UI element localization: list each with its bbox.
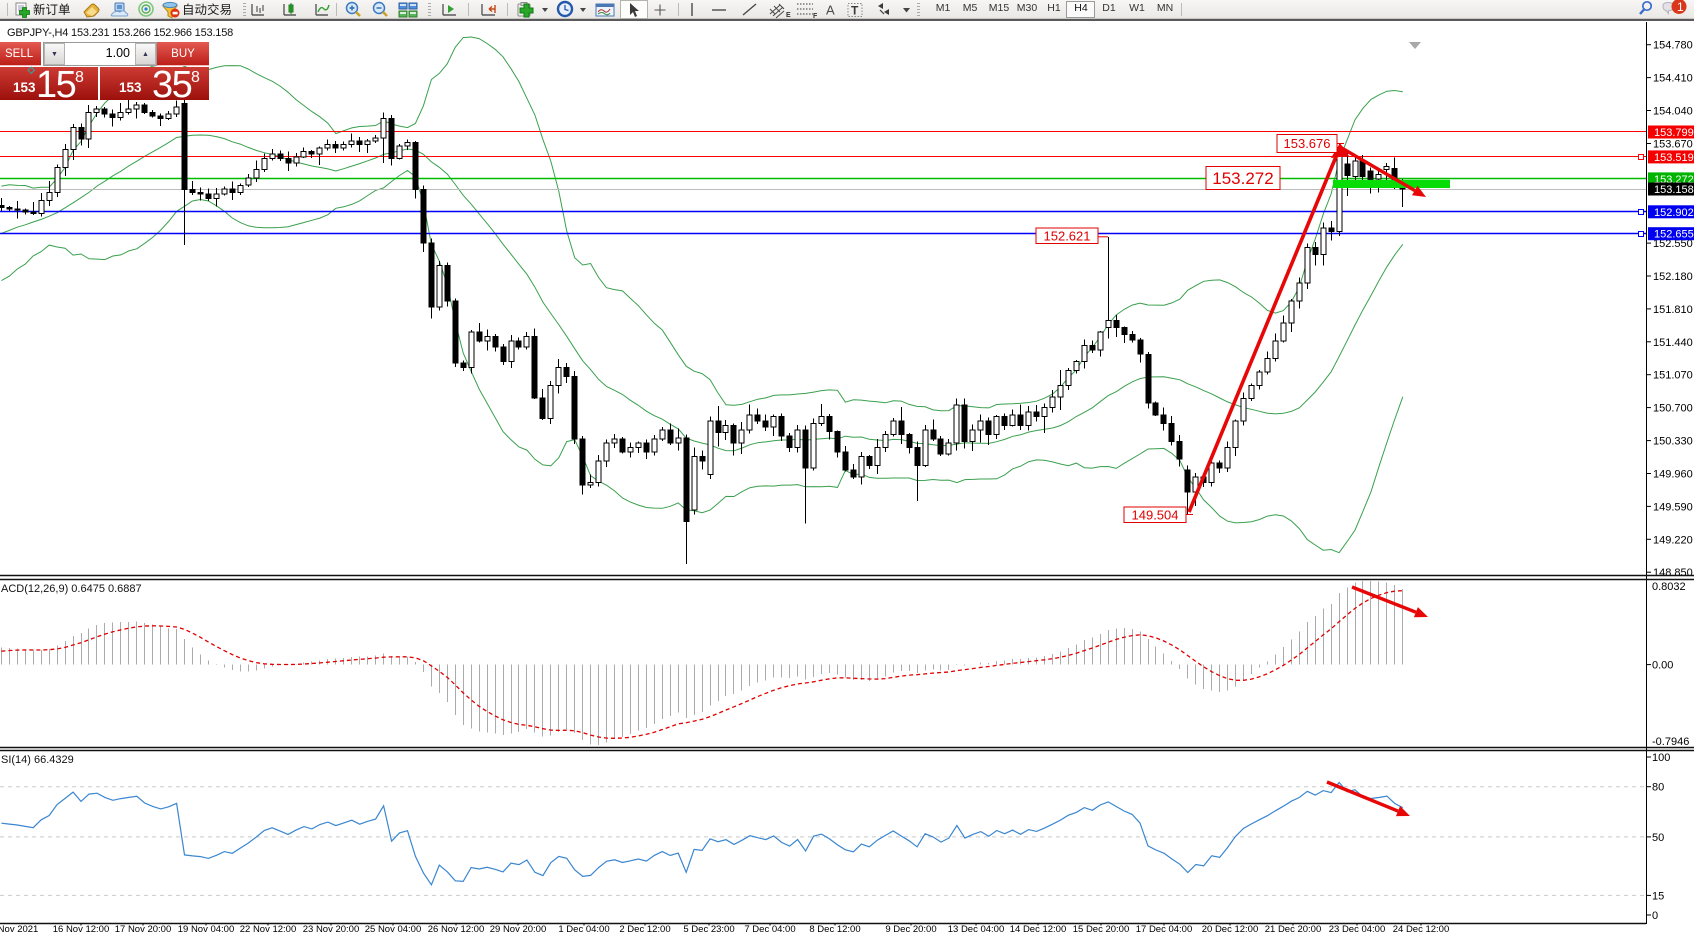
svg-text:-0.7946: -0.7946: [1652, 736, 1689, 748]
svg-text:154.780: 154.780: [1653, 40, 1693, 52]
svg-text:14 Dec 12:00: 14 Dec 12:00: [1010, 924, 1067, 935]
svg-text:151.070: 151.070: [1653, 370, 1693, 382]
svg-text:F: F: [813, 13, 818, 19]
svg-text:50: 50: [1652, 832, 1664, 844]
svg-text:17 Dec 04:00: 17 Dec 04:00: [1136, 924, 1193, 935]
svg-text:148.850: 148.850: [1653, 567, 1693, 579]
svg-text:152.621: 152.621: [1044, 228, 1091, 243]
svg-text:15: 15: [1652, 890, 1664, 902]
svg-text:SI(14) 66.4329: SI(14) 66.4329: [1, 754, 74, 766]
svg-text:15 Dec 20:00: 15 Dec 20:00: [1073, 924, 1130, 935]
svg-text:8 Dec 12:00: 8 Dec 12:00: [809, 924, 860, 935]
svg-text:2 Dec 12:00: 2 Dec 12:00: [619, 924, 670, 935]
svg-text:1 Dec 04:00: 1 Dec 04:00: [558, 924, 609, 935]
svg-text:23 Dec 04:00: 23 Dec 04:00: [1329, 924, 1386, 935]
svg-text:149.590: 149.590: [1653, 501, 1693, 513]
svg-text:7 Dec 04:00: 7 Dec 04:00: [744, 924, 795, 935]
svg-text:100: 100: [1652, 752, 1670, 764]
svg-text:19 Nov 04:00: 19 Nov 04:00: [178, 924, 235, 935]
svg-text:E: E: [786, 12, 791, 19]
svg-text:29 Nov 20:00: 29 Nov 20:00: [490, 924, 547, 935]
svg-text:13 Dec 04:00: 13 Dec 04:00: [948, 924, 1005, 935]
svg-text:21 Dec 20:00: 21 Dec 20:00: [1265, 924, 1322, 935]
svg-text:9 Dec 20:00: 9 Dec 20:00: [885, 924, 936, 935]
svg-text:0.00: 0.00: [1652, 660, 1673, 672]
svg-text:80: 80: [1652, 782, 1664, 794]
svg-text:153.272: 153.272: [1212, 169, 1273, 188]
svg-text:0: 0: [1652, 910, 1658, 922]
svg-text:152.655: 152.655: [1654, 229, 1694, 241]
svg-text:GBPJPY-,H4 153.231 153.266 15: GBPJPY-,H4 153.231 153.266 152.966 153.1…: [7, 27, 233, 39]
svg-text:ACD(12,26,9) 0.6475 0.6887: ACD(12,26,9) 0.6475 0.6887: [1, 583, 142, 595]
svg-text:154.410: 154.410: [1653, 73, 1693, 85]
svg-text:152.550: 152.550: [1653, 238, 1693, 250]
svg-text:16 Nov 12:00: 16 Nov 12:00: [53, 924, 110, 935]
svg-text:153.519: 153.519: [1654, 152, 1694, 164]
svg-text:154.040: 154.040: [1653, 106, 1693, 118]
svg-text:150.330: 150.330: [1653, 436, 1693, 448]
svg-text:25 Nov 04:00: 25 Nov 04:00: [365, 924, 422, 935]
svg-text:17 Nov 20:00: 17 Nov 20:00: [115, 924, 172, 935]
svg-text:153.670: 153.670: [1653, 139, 1693, 151]
svg-text:153.799: 153.799: [1654, 127, 1694, 139]
svg-text:149.504: 149.504: [1132, 507, 1179, 522]
svg-text:5 Dec 23:00: 5 Dec 23:00: [683, 924, 734, 935]
svg-text:A: A: [826, 3, 835, 18]
svg-text:151.810: 151.810: [1653, 304, 1693, 316]
svg-text:153.676: 153.676: [1284, 136, 1331, 151]
svg-text:152.902: 152.902: [1654, 207, 1694, 219]
svg-text:149.960: 149.960: [1653, 469, 1693, 481]
svg-text:24 Dec 12:00: 24 Dec 12:00: [1393, 924, 1450, 935]
svg-text:22 Nov 12:00: 22 Nov 12:00: [240, 924, 297, 935]
svg-text:149.220: 149.220: [1653, 534, 1693, 546]
svg-text:1: 1: [1677, 0, 1684, 14]
svg-text:Nov 2021: Nov 2021: [0, 924, 38, 935]
svg-text:152.180: 152.180: [1653, 271, 1693, 283]
svg-text:20 Dec 12:00: 20 Dec 12:00: [1202, 924, 1259, 935]
svg-text:23 Nov 20:00: 23 Nov 20:00: [303, 924, 360, 935]
svg-text:153.158: 153.158: [1654, 184, 1694, 196]
svg-text:150.700: 150.700: [1653, 403, 1693, 415]
svg-text:0.8032: 0.8032: [1652, 581, 1686, 593]
svg-text:151.440: 151.440: [1653, 337, 1693, 349]
svg-text:T: T: [851, 4, 859, 18]
svg-text:26 Nov 12:00: 26 Nov 12:00: [428, 924, 485, 935]
